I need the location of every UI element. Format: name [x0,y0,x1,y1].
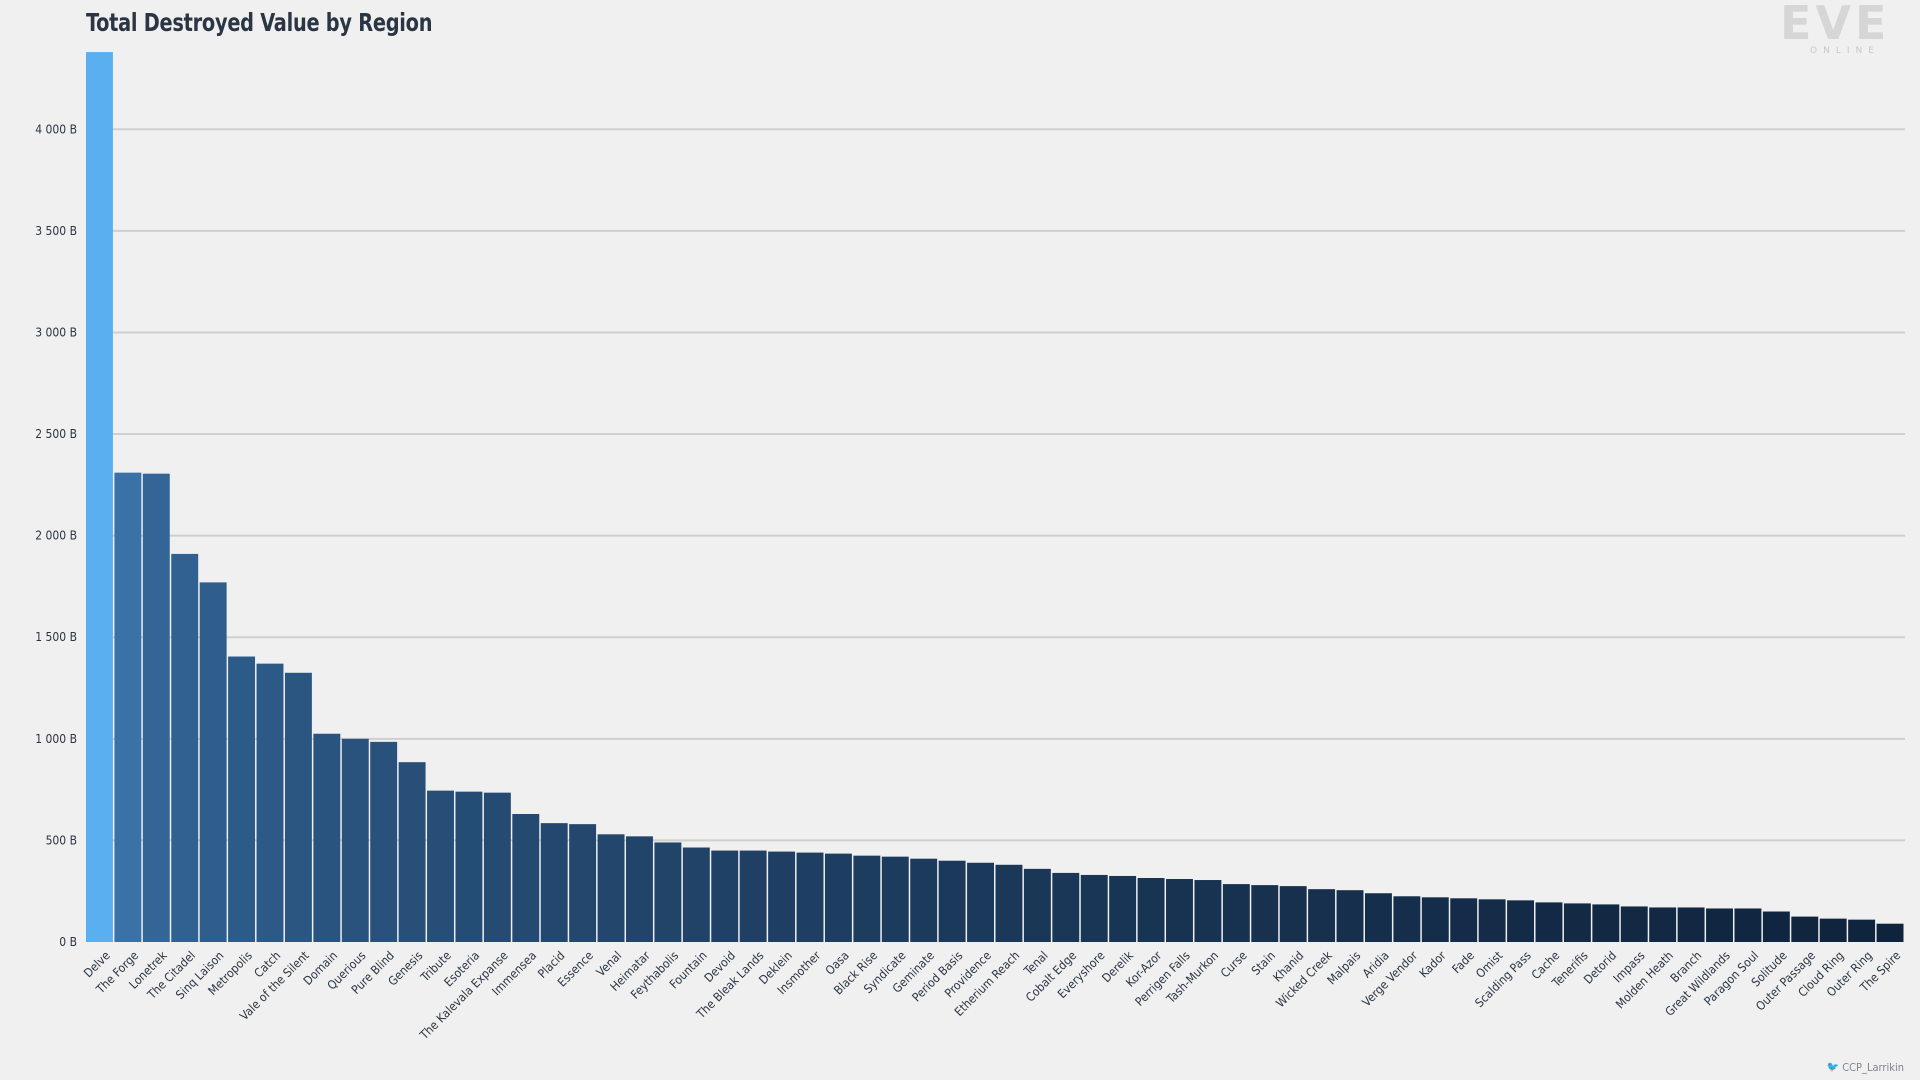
bar-black-rise [853,855,881,942]
chart-title: Total Destroyed Value by Region [86,8,433,37]
bar-the-spire [1876,923,1904,942]
twitter-bird-icon: 🐦 [1826,1062,1840,1073]
bar-scalding-pass [1507,900,1535,942]
bar-molden-heath [1649,907,1677,942]
y-tick-label: 3 500 B [35,224,77,238]
bar-verge-vendor [1393,896,1421,942]
bar-the-kalevala-expanse [483,792,511,942]
bar-outer-ring [1848,919,1876,942]
bar-derelik [1109,875,1137,942]
y-tick-label: 2 500 B [35,427,77,441]
bar-fade [1450,898,1478,942]
bar-querious [341,738,369,942]
bar-essence [569,824,597,942]
y-tick-label: 500 B [46,833,77,847]
bar-the-forge [114,472,142,942]
x-tick-label: Kador [1417,948,1449,980]
bar-tenerifis [1563,903,1591,942]
bar-esoteria [455,791,483,942]
bar-heimatar [626,836,653,942]
bar-oasa [824,853,852,942]
grid-lines [86,128,1905,842]
bar-stain [1251,885,1279,942]
bar-cache [1535,902,1563,942]
bar-insmother [796,852,824,942]
logo-subtitle: ONLINE [1810,46,1880,56]
bar-the-bleak-lands [739,850,767,942]
bar-venal [597,834,625,942]
eve-online-logo: EVE ONLINE [1780,0,1920,60]
bar-solitude [1762,911,1790,942]
logo-word: EVE [1780,0,1891,50]
bar-omist [1478,899,1506,942]
bar-period-basis [938,860,966,942]
bar-fountain [682,847,710,942]
bar-paragon-soul [1734,908,1762,942]
bar-deklein [768,851,796,942]
bar-impass [1620,906,1648,942]
bar-detorid [1592,904,1620,942]
bar-genesis [398,762,426,942]
bar-sinq-laison [199,582,227,942]
bar-syndicate [881,856,909,942]
y-tick-label: 1 500 B [35,630,77,644]
bar-domain [313,733,341,942]
bar-vale-of-the-silent [284,672,312,942]
bar-pure-blind [370,741,398,942]
y-tick-label: 1 000 B [35,732,77,746]
bar-wicked-creek [1308,889,1336,942]
bar-perrigen-falls [1166,879,1193,942]
bar-everyshore [1080,874,1108,942]
bar-immensea [512,814,540,942]
author-credit: 🐦 CCP_Larrikin [1827,1061,1904,1074]
y-tick-label: 2 000 B [35,529,77,543]
bar-feythabolis [654,842,682,942]
bar-khanid [1279,886,1307,943]
y-tick-label: 0 B [59,935,77,949]
bar-etherium-reach [995,864,1023,942]
bar-kor-azor [1137,878,1165,942]
y-tick-label: 4 000 B [35,122,77,136]
x-tick-label: Curse [1218,948,1250,980]
bar-curse [1222,884,1250,942]
bar-geminate [910,858,938,942]
bar-providence [967,862,994,942]
bar-catch [256,663,284,942]
bar-kador [1421,897,1449,942]
bar-delve [86,52,113,943]
bar-metropolis [228,656,256,942]
bar-tenal [1023,868,1051,942]
bar-placid [540,823,568,942]
bar-tash-murkon [1194,880,1222,942]
bar-cloud-ring [1819,918,1847,942]
bars [86,52,1904,943]
bar-branch [1677,907,1705,942]
bar-devoid [711,850,739,942]
bar-lonetrek [142,473,170,942]
y-axis-ticks: 0 B 500 B 1 000 B 1 500 B 2 000 B 2 500 B 3 00… [35,122,77,949]
bar-aridia [1364,893,1392,942]
bar-the-citadel [171,553,199,942]
y-tick-label: 3 000 B [35,325,77,339]
bar-cobalt-edge [1052,872,1080,942]
bar-malpais [1336,890,1364,942]
author-handle: CCP_Larrikin [1842,1061,1904,1074]
bar-great-wildlands [1706,908,1733,942]
bar-outer-passage [1791,916,1819,942]
bar-tribute [427,790,454,942]
x-tick-label: Detorid [1581,948,1619,986]
